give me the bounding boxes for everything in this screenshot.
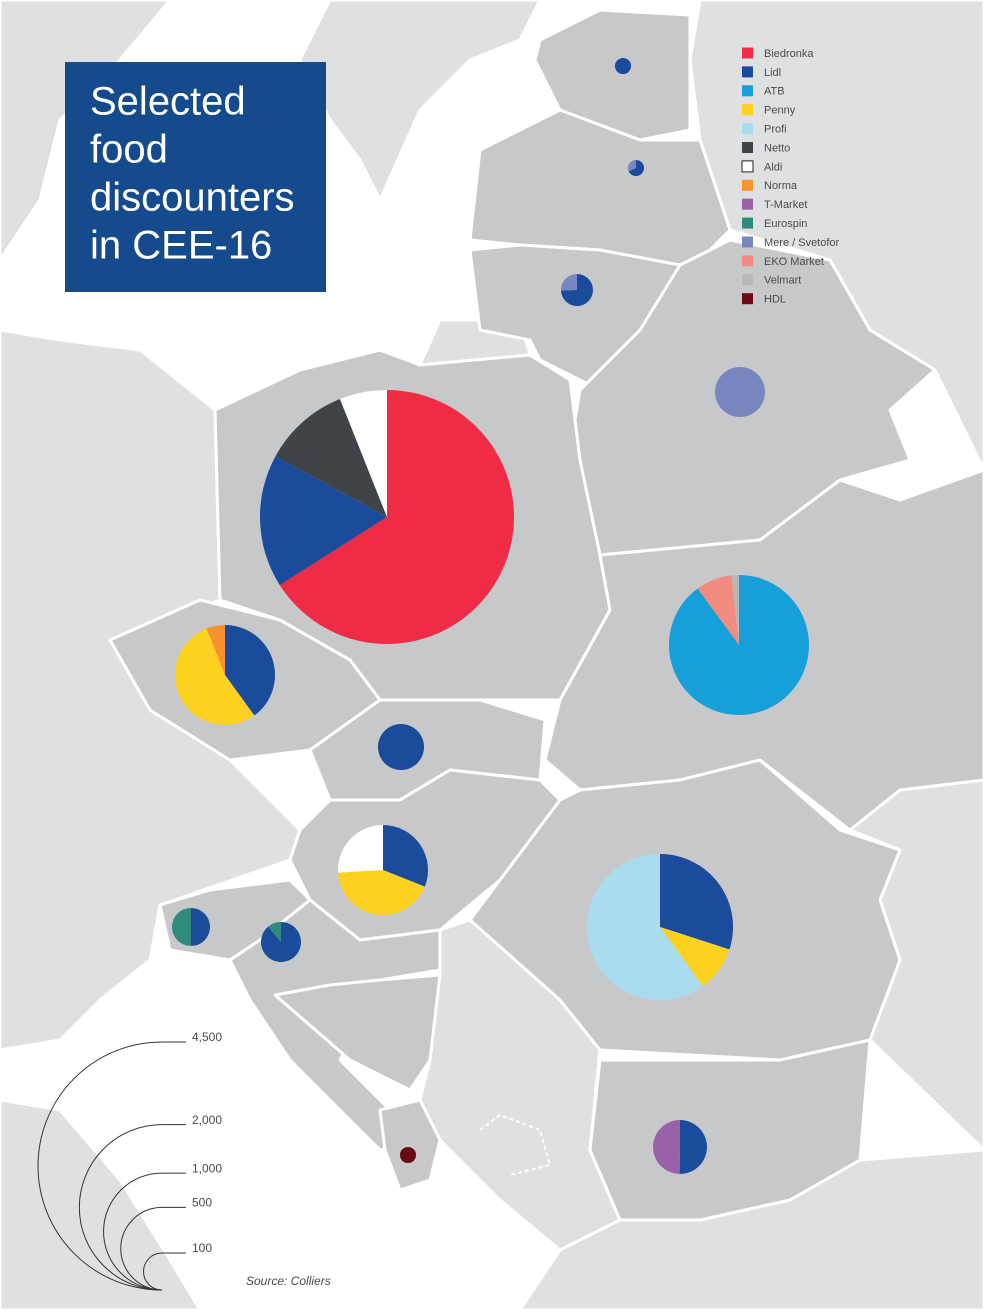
country-shape [533, 8, 692, 142]
pie-slice [560, 273, 594, 307]
pie-slice [174, 628, 255, 726]
legend-label: ATB [764, 86, 785, 98]
legend-label: Lidl [764, 67, 781, 79]
title-line: discounters [90, 176, 295, 220]
size-label: 2,000 [192, 1113, 222, 1127]
pie-slice [660, 927, 730, 987]
pie-slice [275, 399, 387, 517]
pie-slice [714, 366, 766, 418]
legend-swatch [742, 123, 753, 135]
legend-swatch [742, 293, 753, 305]
legend-label: EKO Market [764, 256, 824, 268]
legend-swatch [742, 47, 753, 59]
legend-swatch [742, 179, 753, 191]
pie-slice [206, 624, 225, 675]
legend-label: HDL [764, 294, 786, 306]
size-legend: 4,500 2,000 1,000 500 100 [37, 1030, 222, 1291]
land-shape [0, 328, 302, 1052]
size-arc [103, 1172, 163, 1291]
legend-swatch [741, 160, 754, 173]
legend-swatch [742, 255, 753, 267]
title-line: food [90, 128, 168, 172]
size-arc [143, 1252, 163, 1291]
pie-slice [279, 390, 514, 644]
pie-slice [337, 824, 383, 873]
size-label: 4,500 [192, 1030, 222, 1044]
size-label: 500 [192, 1196, 212, 1210]
pie-slice [653, 1120, 680, 1174]
country-shape [378, 1098, 442, 1192]
legend-swatch [742, 66, 753, 78]
legend-label: Eurospin [764, 218, 807, 230]
pie-slice [614, 57, 632, 75]
size-arc [120, 1206, 163, 1291]
country-shape [273, 973, 442, 1092]
legend-label: Netto [764, 142, 790, 154]
legend-swatch [742, 104, 753, 116]
pie-slice [669, 575, 809, 715]
title-box [65, 62, 326, 292]
pie-slice [399, 1146, 417, 1164]
legend-label: Penny [764, 105, 796, 117]
legend-swatch [742, 274, 753, 286]
title-line: in CEE-16 [90, 224, 272, 268]
pie-slice [260, 456, 387, 586]
legend-label: Norma [764, 180, 798, 192]
pie-slice [697, 575, 739, 645]
pie-slice [660, 853, 734, 950]
size-label: 100 [192, 1241, 212, 1255]
size-label: 1,000 [192, 1161, 222, 1175]
legend-swatch [742, 236, 753, 248]
legend-label: Biedronka [764, 48, 814, 60]
source: Source: Colliers [246, 1274, 331, 1288]
legend-swatch [742, 217, 753, 229]
pie-slice [628, 159, 645, 177]
pie-slice [586, 853, 703, 1001]
legend-swatch [742, 142, 753, 153]
pies [171, 57, 809, 1174]
country-shape [588, 1038, 872, 1222]
pie-slice [268, 922, 281, 942]
title-line: Selected [90, 80, 246, 124]
legend-label: Velmart [764, 275, 801, 287]
legend-swatch [742, 198, 753, 210]
legend-label: Profi [764, 124, 787, 136]
disputed-border [479, 1113, 552, 1176]
size-arc [37, 1041, 163, 1291]
pie-slice [225, 624, 276, 716]
land-shape [0, 0, 172, 262]
pie-slice [679, 1120, 707, 1174]
legend-swatch [742, 85, 753, 97]
legend: Biedronka Lidl ATB Penny Profi Netto Aldi Norma… [741, 47, 840, 306]
pie-slice [377, 723, 425, 771]
legend-label: T-Market [764, 199, 807, 211]
pie-slice [731, 575, 739, 645]
pie-slice [191, 907, 211, 947]
legend-label: Mere / Svetofor [764, 237, 840, 249]
pie-slice [627, 159, 636, 172]
pie-slice [560, 273, 577, 291]
pie-slice [171, 907, 191, 947]
pie-slice [339, 390, 387, 517]
legend-label: Aldi [764, 161, 782, 173]
pie-slice [383, 824, 429, 887]
pie-slice [338, 870, 425, 916]
